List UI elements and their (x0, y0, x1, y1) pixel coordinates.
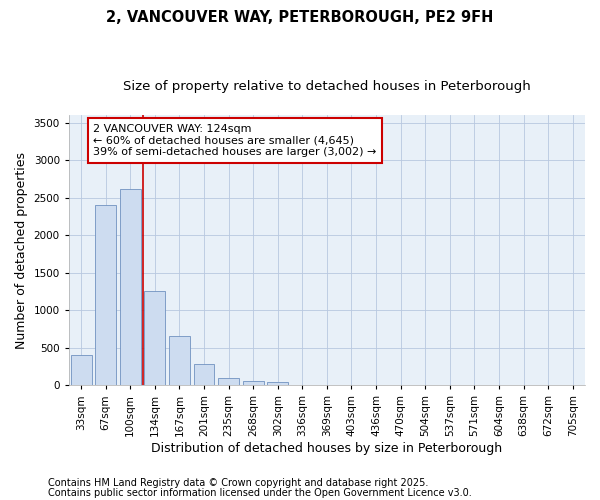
Bar (71, 356, 92, 386)
Bar (145, 292, 166, 386)
Title: Size of property relative to detached houses in Peterborough: Size of property relative to detached ho… (123, 80, 531, 93)
Bar (194, 364, 214, 386)
Bar (120, 188, 141, 386)
Text: Contains HM Land Registry data © Crown copyright and database right 2025.: Contains HM Land Registry data © Crown c… (48, 478, 428, 488)
Bar (95, 205, 116, 386)
Bar (268, 382, 288, 386)
X-axis label: Distribution of detached houses by size in Peterborough: Distribution of detached houses by size … (151, 442, 502, 455)
Text: 2, VANCOUVER WAY, PETERBOROUGH, PE2 9FH: 2, VANCOUVER WAY, PETERBOROUGH, PE2 9FH (106, 10, 494, 25)
Bar (169, 336, 190, 386)
Text: 2 VANCOUVER WAY: 124sqm
← 60% of detached houses are smaller (4,645)
39% of semi: 2 VANCOUVER WAY: 124sqm ← 60% of detache… (94, 124, 377, 157)
Bar (218, 378, 239, 386)
Y-axis label: Number of detached properties: Number of detached properties (15, 152, 28, 348)
Text: Contains public sector information licensed under the Open Government Licence v3: Contains public sector information licen… (48, 488, 472, 498)
Bar (243, 381, 263, 386)
